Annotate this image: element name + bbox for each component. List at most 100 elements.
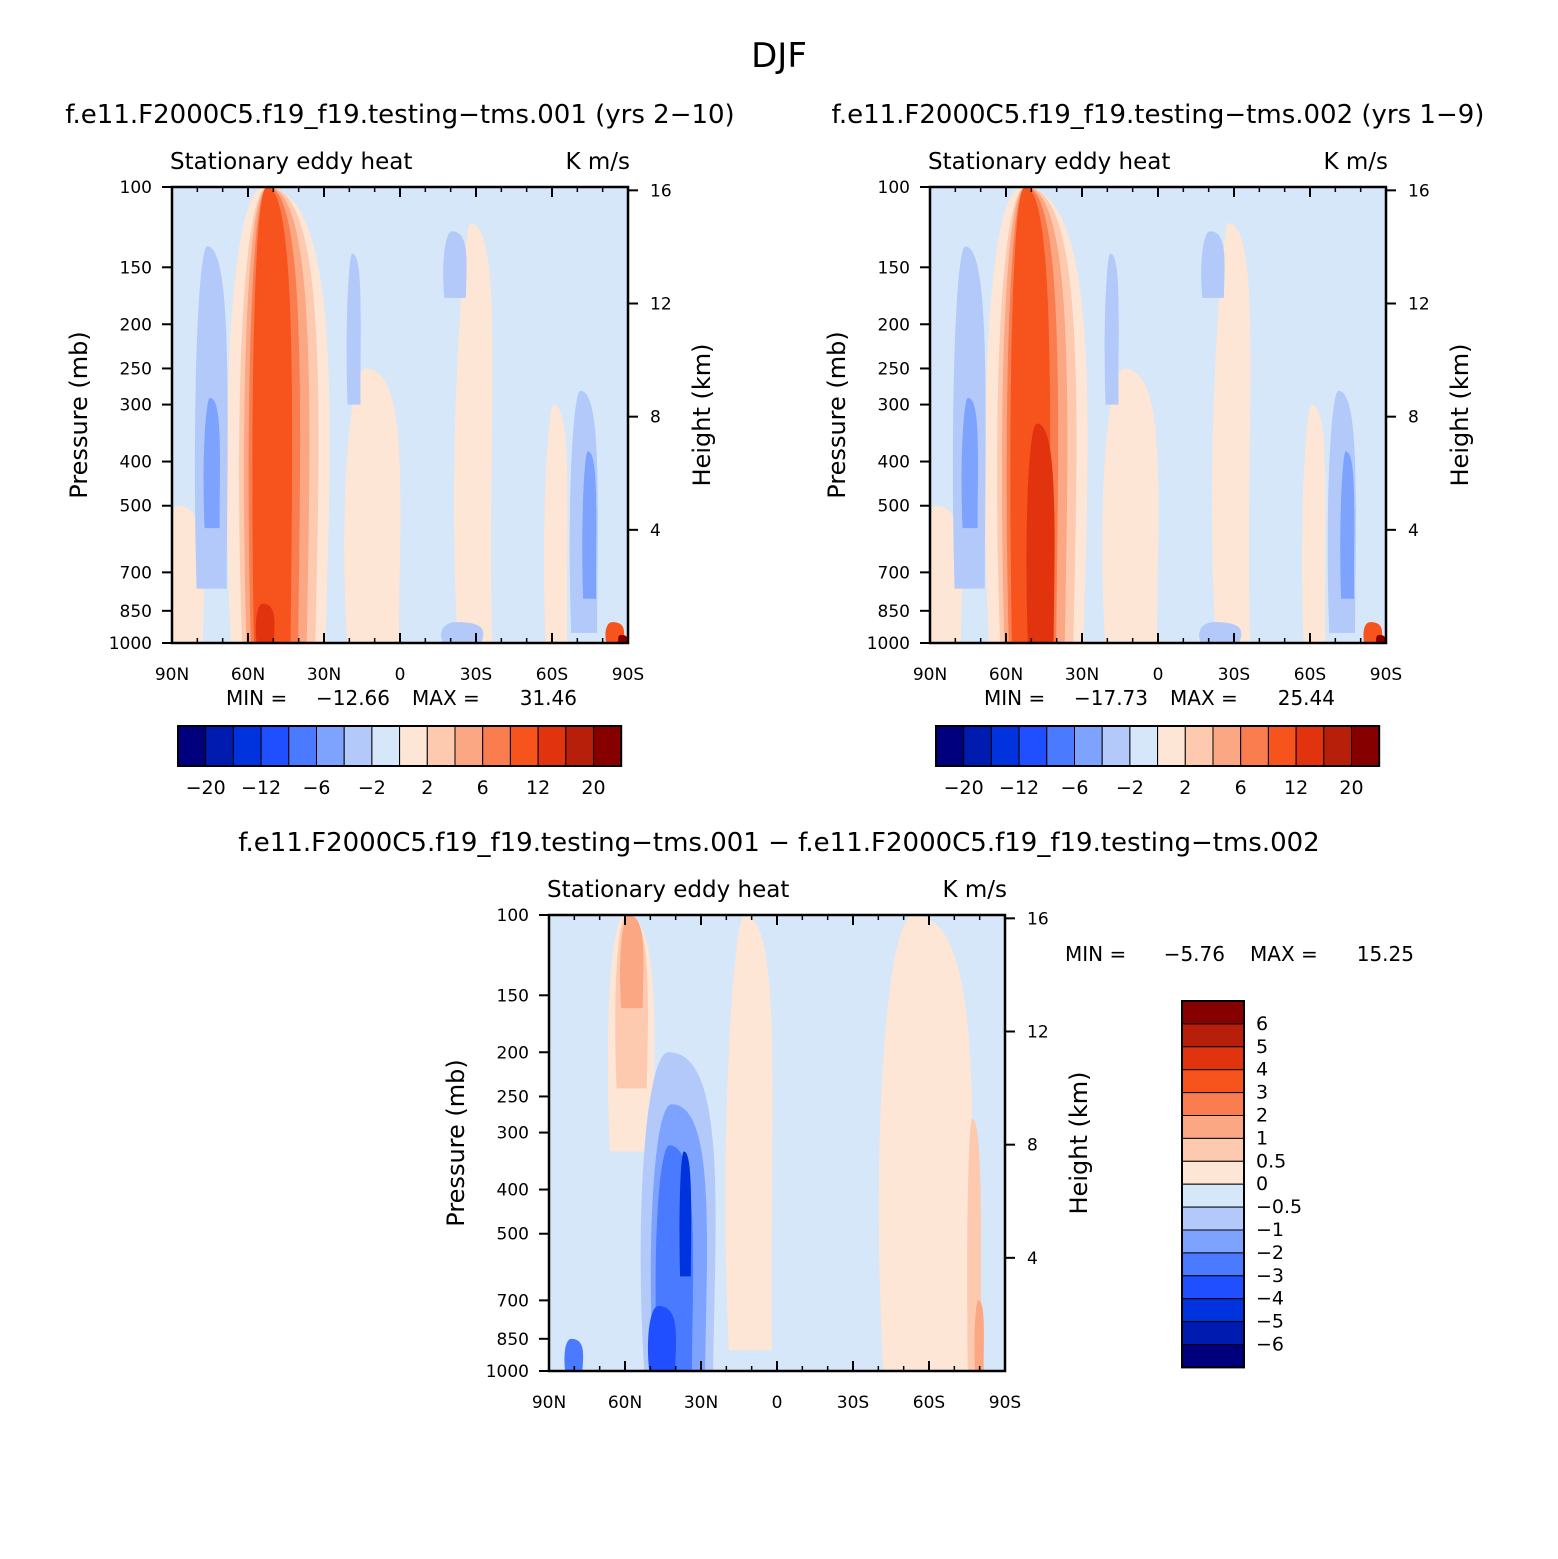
colorbar-label: −2 <box>358 777 386 799</box>
colorbar-box <box>1181 1137 1245 1162</box>
y2-tick-label: 16 <box>1408 181 1430 201</box>
colorbar-box <box>1074 725 1103 767</box>
max-value: 31.46 <box>520 686 577 710</box>
y-tick-label: 400 <box>497 1181 529 1201</box>
y-tick-label: 500 <box>120 497 152 517</box>
x-tick-label: 30S <box>837 1393 869 1413</box>
y-tick-label: 400 <box>878 453 910 473</box>
colorbar-label: −6 <box>1060 777 1088 799</box>
colorbar-label: 6 <box>1256 1013 1268 1035</box>
colorbar-label: 2 <box>1179 777 1191 799</box>
x-tick-label: 60N <box>608 1393 642 1413</box>
colorbar-box <box>316 725 345 767</box>
colorbar-label: −6 <box>1256 1334 1284 1356</box>
x-tick-label: 60S <box>536 665 568 685</box>
contour-neg-4 <box>203 397 221 529</box>
plot-area: 90N 60N 30N 0 30S 60S 90S 100 150 200 250 300 400 500… <box>442 877 1093 1413</box>
min-label: MIN = <box>226 686 287 710</box>
contour-pos-belt <box>453 223 493 643</box>
y-axis-label: Pressure (mb) <box>823 331 851 498</box>
colorbar-box <box>482 725 511 767</box>
colorbar-box <box>1181 1206 1245 1231</box>
contour-level-2 <box>974 1300 984 1371</box>
colorbar-box <box>1181 1115 1245 1139</box>
colorbar-label: 2 <box>421 777 433 799</box>
y-tick-label: 100 <box>120 178 152 198</box>
y-tick-label: 300 <box>878 396 910 416</box>
colorbar-box <box>1181 1023 1245 1048</box>
min-label: MIN = <box>1065 942 1126 966</box>
y2-tick-label: 8 <box>1408 408 1419 428</box>
colorbar-box <box>1267 725 1297 767</box>
y-tick-label: 1000 <box>867 634 910 654</box>
contour-pos-belt <box>878 915 973 1371</box>
contour-field <box>930 187 1386 643</box>
panel2-title: f.e11.F2000C5.f19_f19.testing−tms.002 (y… <box>831 100 1485 130</box>
colorbar-box <box>399 725 428 767</box>
colorbar-label: 12 <box>1284 777 1308 799</box>
y-tick-label: 850 <box>120 602 152 622</box>
contour-neg-2 <box>441 622 484 643</box>
colorbar-box <box>1351 725 1380 767</box>
contour-pos-belt <box>344 368 401 643</box>
colorbar-box <box>509 725 539 767</box>
colorbar-label: −3 <box>1256 1265 1284 1287</box>
colorbar-label: 5 <box>1256 1036 1268 1058</box>
colorbar-label: −1 <box>1256 1219 1284 1241</box>
y-tick-label: 200 <box>497 1043 529 1063</box>
colorbar-label: 12 <box>526 777 550 799</box>
colorbar-label: 6 <box>477 777 489 799</box>
colorbar-box <box>1181 1046 1245 1071</box>
colorbar-box <box>1184 725 1214 767</box>
panel1-title: f.e11.F2000C5.f19_f19.testing−tms.001 (y… <box>65 100 735 130</box>
contour-pos-belt <box>1211 223 1251 643</box>
y2-axis-label: Height (km) <box>688 344 716 487</box>
panel3-title: f.e11.F2000C5.f19_f19.testing−tms.001 − … <box>238 828 1320 858</box>
stats-group: MIN = −12.66 MAX = 31.46 −20 −12 −6 −2 2 6 12 20 <box>177 686 623 799</box>
colorbar-label: −5 <box>1256 1311 1284 1333</box>
x-tick-label: 30N <box>1065 665 1099 685</box>
variable-label: Stationary eddy heat <box>547 877 789 903</box>
y-tick-label: 1000 <box>109 634 152 654</box>
y-tick-label: 400 <box>120 453 152 473</box>
contour-level-12 <box>252 187 293 643</box>
contour-pos-belt <box>543 404 568 643</box>
colorbar-label: −20 <box>944 777 984 799</box>
min-label: MIN = <box>984 686 1045 710</box>
y-tick-label: 150 <box>878 258 910 278</box>
min-value: −12.66 <box>316 686 390 710</box>
colorbar-label: −20 <box>186 777 226 799</box>
variable-label: Stationary eddy heat <box>170 149 412 175</box>
colorbar-box <box>990 725 1020 767</box>
y2-tick-label: 12 <box>1027 1023 1049 1043</box>
y-tick-label: 250 <box>497 1087 529 1107</box>
colorbar-label: 0.5 <box>1256 1150 1286 1172</box>
colorbar: −20 −12 −6 −2 2 6 12 20 <box>935 725 1381 799</box>
colorbar-label: 0 <box>1256 1173 1268 1195</box>
colorbar-box <box>1018 725 1048 767</box>
colorbar-label: 3 <box>1256 1082 1268 1104</box>
y-tick-label: 100 <box>878 178 910 198</box>
colorbar-label: −0.5 <box>1256 1196 1302 1218</box>
colorbar-box <box>1157 725 1186 767</box>
colorbar-box <box>593 725 622 767</box>
y-tick-label: 700 <box>878 563 910 583</box>
y2-tick-label: 12 <box>650 295 672 315</box>
colorbar-box <box>1181 1252 1245 1277</box>
colorbar-label: 2 <box>1256 1105 1268 1127</box>
contour-level-16 <box>1026 423 1055 643</box>
x-tick-label: 90N <box>913 665 947 685</box>
colorbar-box <box>1212 725 1242 767</box>
y-tick-label: 500 <box>878 497 910 517</box>
y-tick-label: 300 <box>120 396 152 416</box>
x-tick-label: 90N <box>155 665 189 685</box>
units-label: K m/s <box>1323 149 1388 175</box>
colorbar-label: −6 <box>302 777 330 799</box>
colorbar-box <box>1181 1183 1245 1208</box>
y-tick-label: 250 <box>878 359 910 379</box>
colorbar-label: −2 <box>1116 777 1144 799</box>
colorbar-box <box>260 725 290 767</box>
y-tick-label: 850 <box>878 602 910 622</box>
colorbar-box <box>963 725 992 767</box>
